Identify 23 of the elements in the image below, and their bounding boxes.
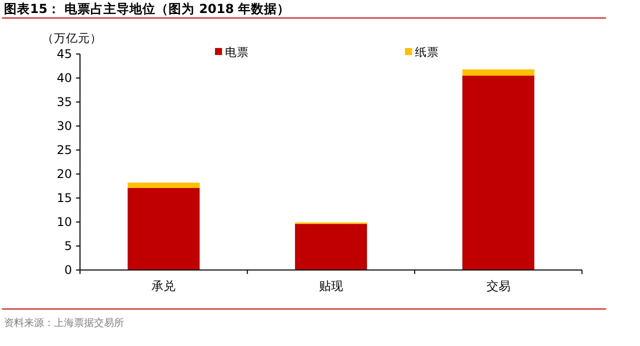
y-tick-label: 25 bbox=[56, 143, 72, 158]
x-tick-label: 承兑 bbox=[152, 279, 176, 293]
y-tick-label: 30 bbox=[56, 119, 72, 134]
bar bbox=[128, 188, 200, 270]
legend-label: 纸票 bbox=[415, 45, 439, 59]
y-tick-label: 0 bbox=[64, 263, 72, 278]
x-tick-label: 贴现 bbox=[319, 279, 343, 293]
y-tick-label: 35 bbox=[56, 95, 72, 110]
x-tick-label: 交易 bbox=[486, 279, 510, 293]
y-tick-label: 10 bbox=[56, 215, 72, 230]
bar bbox=[128, 182, 200, 188]
legend-label: 电票 bbox=[225, 45, 249, 59]
bar bbox=[462, 76, 534, 270]
y-tick-label: 45 bbox=[56, 47, 72, 62]
bar bbox=[295, 224, 367, 270]
y-tick-label: 15 bbox=[56, 191, 72, 206]
y-tick-label: 40 bbox=[56, 71, 72, 86]
y-axis-title: （万亿元） bbox=[42, 31, 102, 45]
chart-title: 图表15： 电票占主导地位（图为 2018 年数据） bbox=[4, 1, 290, 16]
text: 资料来源：上海票据交易所 bbox=[4, 317, 124, 329]
y-tick-label: 20 bbox=[56, 167, 72, 182]
bar bbox=[462, 69, 534, 76]
y-tick-label: 5 bbox=[64, 239, 72, 254]
